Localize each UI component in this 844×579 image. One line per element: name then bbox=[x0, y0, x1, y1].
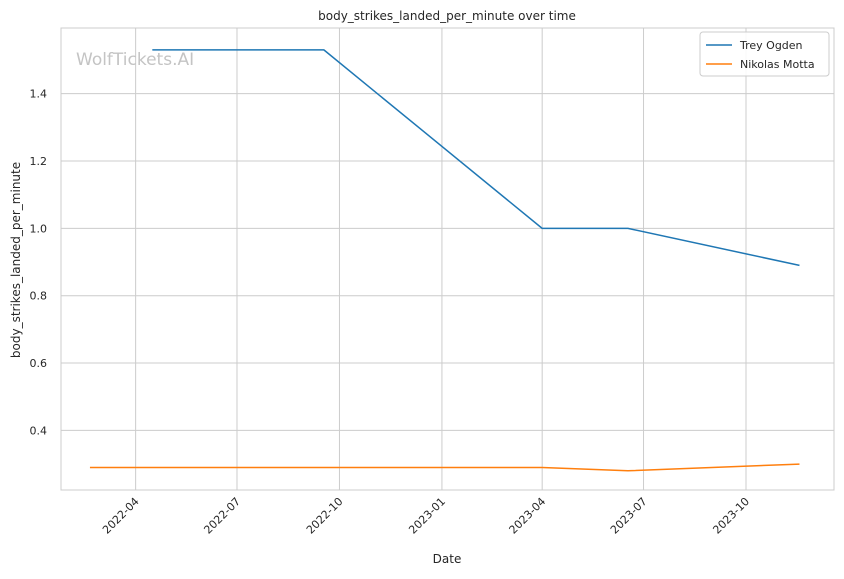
y-tick-label: 1.0 bbox=[30, 222, 48, 235]
x-tick-label: 2023-01 bbox=[406, 495, 448, 537]
y-axis-label: body_strikes_landed_per_minute bbox=[9, 162, 23, 358]
y-tick-label: 1.4 bbox=[30, 88, 48, 101]
x-tick-label: 2022-04 bbox=[100, 495, 142, 537]
legend-label-nikolas-motta: Nikolas Motta bbox=[740, 58, 815, 71]
series-line-nikolas-motta bbox=[90, 464, 800, 471]
plot-area bbox=[61, 28, 834, 490]
y-tick-label: 0.6 bbox=[30, 357, 48, 370]
legend-label-trey-ogden: Trey Ogden bbox=[739, 39, 803, 52]
y-axis-ticks: 0.4 0.6 0.8 1.0 1.2 1.4 bbox=[30, 88, 48, 438]
y-tick-label: 0.8 bbox=[30, 290, 48, 303]
x-tick-label: 2023-10 bbox=[710, 495, 752, 537]
y-tick-label: 0.4 bbox=[30, 424, 48, 437]
y-tick-label: 1.2 bbox=[30, 155, 48, 168]
x-tick-label: 2023-04 bbox=[507, 495, 549, 537]
x-tick-label: 2022-10 bbox=[304, 495, 346, 537]
grid bbox=[61, 28, 834, 490]
x-axis-label: Date bbox=[433, 552, 462, 566]
x-tick-label: 2022-07 bbox=[201, 495, 243, 537]
series-lines bbox=[90, 50, 800, 471]
series-line-trey-ogden bbox=[152, 50, 799, 266]
x-axis-ticks: 2022-04 2022-07 2022-10 2023-01 2023-04 2023-… bbox=[100, 495, 752, 537]
chart-title: body_strikes_landed_per_minute over time bbox=[318, 9, 576, 23]
watermark: WolfTickets.AI bbox=[76, 50, 194, 70]
legend: Trey Ogden Nikolas Motta bbox=[700, 32, 829, 76]
x-tick-label: 2023-07 bbox=[608, 495, 650, 537]
